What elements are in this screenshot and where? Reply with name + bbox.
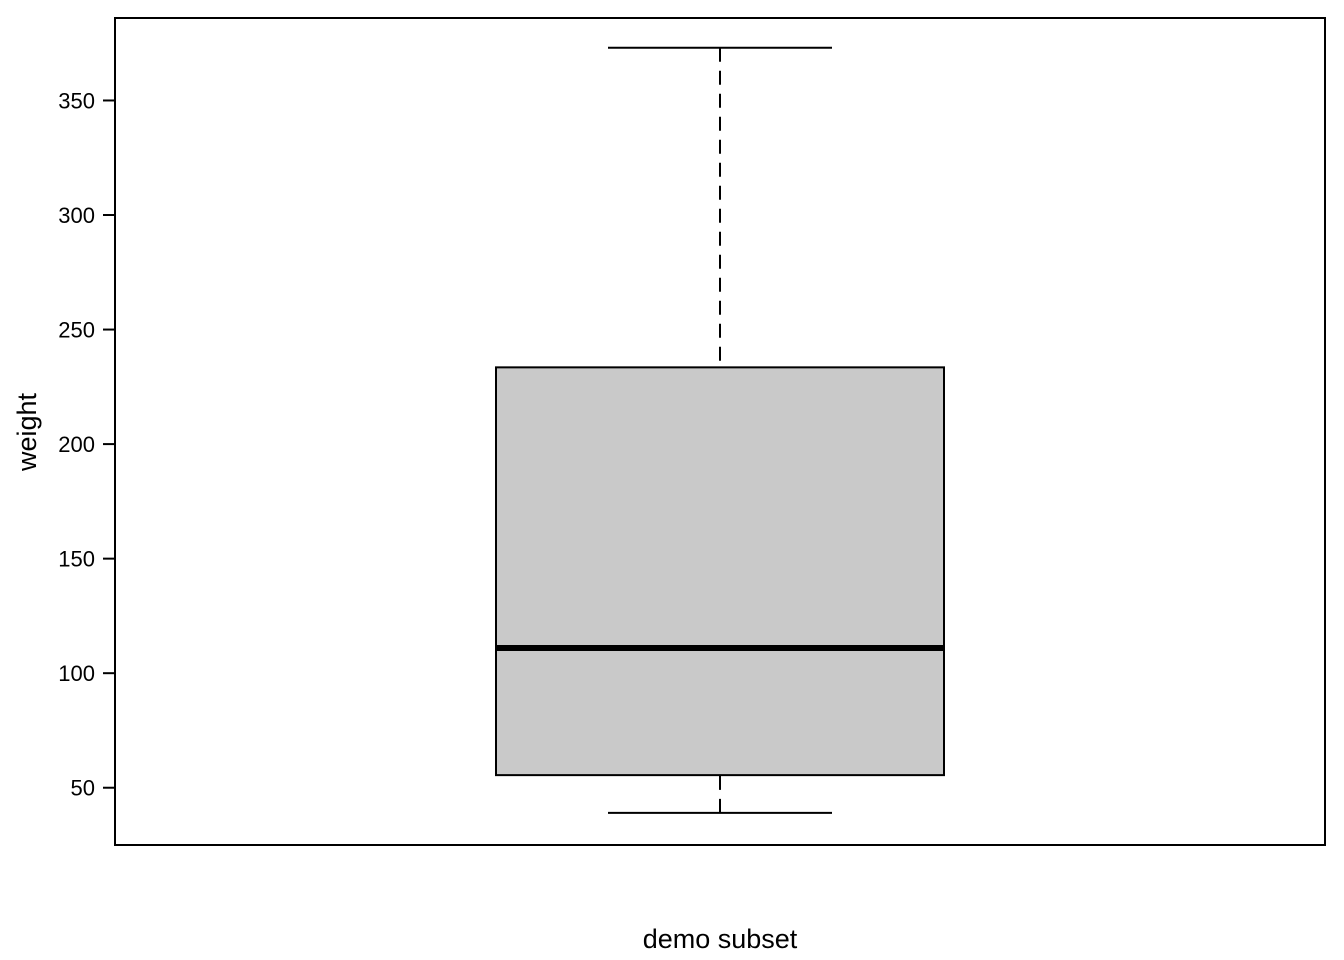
plot-frame: [114, 17, 1326, 846]
x-axis-title: demo subset: [643, 924, 798, 954]
iqr-box: [495, 366, 945, 777]
y-tick-label-300: 300: [58, 203, 95, 228]
box-group: [495, 46, 945, 814]
y-axis-title: weight: [12, 392, 42, 472]
y-axis: 50 100 150 200 250 300 350: [58, 88, 115, 801]
y-tick-label-50: 50: [71, 776, 95, 801]
y-tick-label-100: 100: [58, 661, 95, 686]
y-tick-label-200: 200: [58, 432, 95, 457]
y-tick-label-350: 350: [58, 88, 95, 113]
y-tick-label-150: 150: [58, 547, 95, 572]
y-tick-label-250: 250: [58, 318, 95, 343]
